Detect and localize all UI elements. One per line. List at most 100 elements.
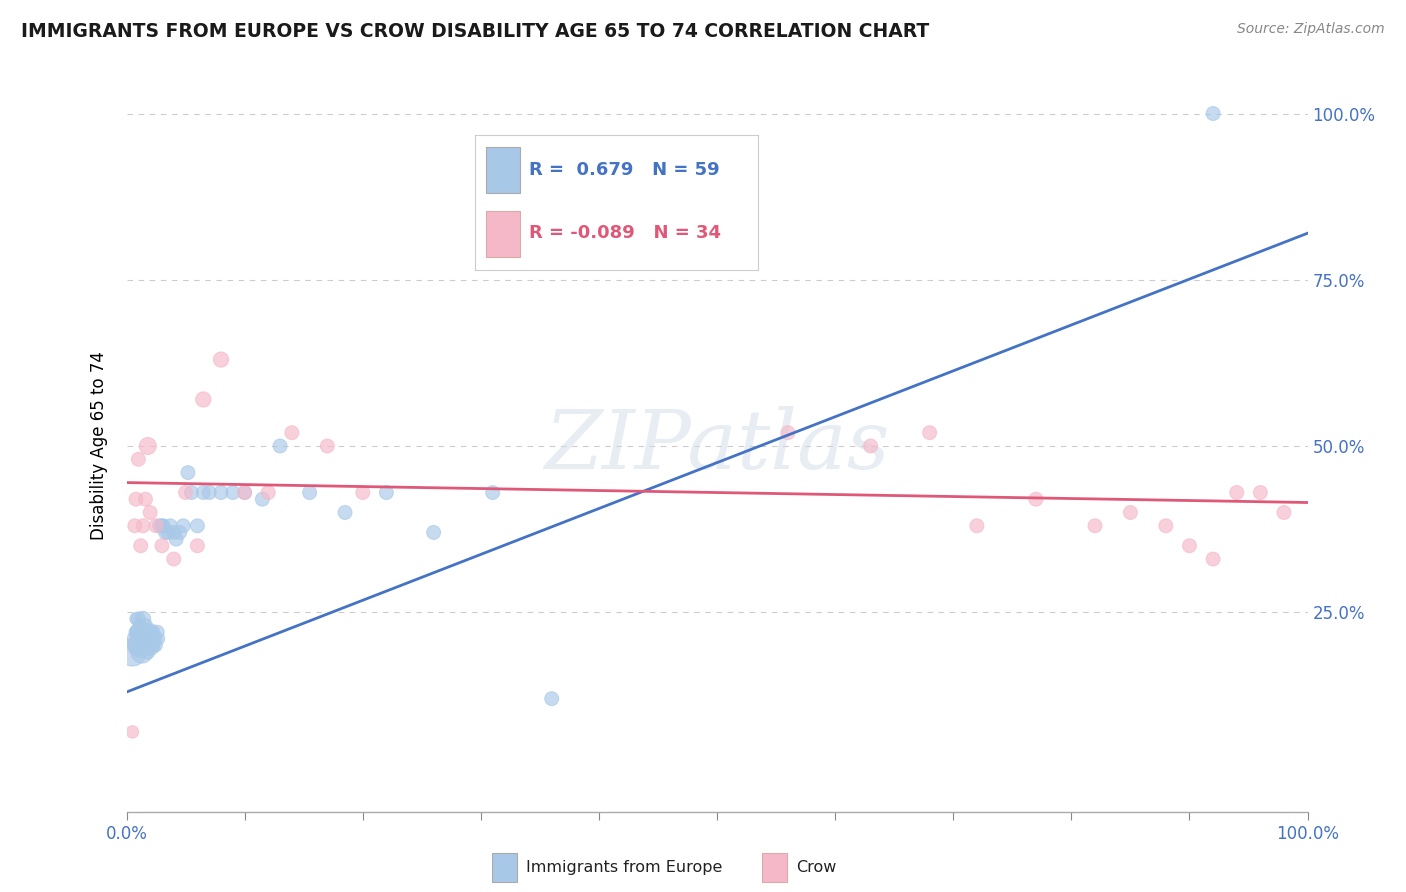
Point — [155, 525, 177, 540]
Point — [143, 632, 166, 646]
Point — [1154, 518, 1177, 533]
Point — [352, 485, 374, 500]
Point — [159, 518, 181, 533]
Point — [269, 439, 291, 453]
FancyBboxPatch shape — [492, 854, 517, 881]
Point — [129, 625, 152, 640]
Point — [150, 539, 173, 553]
Point — [142, 625, 165, 640]
Point — [1202, 106, 1225, 120]
Point — [132, 518, 155, 533]
Point — [172, 518, 194, 533]
Point — [257, 485, 280, 500]
Point — [125, 492, 148, 507]
Point — [145, 639, 167, 653]
Point — [125, 612, 148, 626]
Point — [125, 625, 148, 640]
Point — [134, 618, 156, 632]
Point — [1025, 492, 1047, 507]
Point — [186, 518, 208, 533]
Point — [1249, 485, 1271, 500]
Point — [139, 639, 162, 653]
Point — [134, 625, 156, 640]
Point — [127, 612, 149, 626]
Point — [135, 639, 157, 653]
Point — [918, 425, 941, 440]
Point — [127, 625, 149, 640]
Y-axis label: Disability Age 65 to 74: Disability Age 65 to 74 — [90, 351, 108, 541]
Point — [1084, 518, 1107, 533]
Point — [150, 518, 173, 533]
Text: Crow: Crow — [796, 860, 837, 875]
Point — [169, 525, 191, 540]
Point — [859, 439, 882, 453]
Point — [174, 485, 197, 500]
Point — [177, 466, 200, 480]
Point — [131, 632, 153, 646]
Point — [209, 352, 232, 367]
Point — [180, 485, 202, 500]
Point — [138, 625, 160, 640]
Point — [198, 485, 221, 500]
Point — [152, 518, 174, 533]
Point — [165, 532, 187, 546]
Point — [134, 639, 156, 653]
Point — [146, 625, 169, 640]
Point — [1226, 485, 1249, 500]
Point — [298, 485, 321, 500]
Point — [129, 539, 152, 553]
Point — [233, 485, 256, 500]
Point — [163, 552, 186, 566]
Point — [776, 425, 799, 440]
FancyBboxPatch shape — [762, 854, 787, 881]
Text: Source: ZipAtlas.com: Source: ZipAtlas.com — [1237, 22, 1385, 37]
Point — [156, 525, 179, 540]
Point — [1202, 552, 1225, 566]
Point — [481, 485, 503, 500]
Point — [127, 452, 149, 467]
Point — [422, 525, 444, 540]
Point — [139, 506, 162, 520]
Point — [132, 625, 155, 640]
Point — [121, 645, 143, 659]
Point — [1119, 506, 1142, 520]
Point — [129, 639, 152, 653]
Point — [136, 632, 159, 646]
Point — [136, 645, 159, 659]
Point — [148, 632, 170, 646]
Point — [141, 632, 163, 646]
Point — [124, 632, 146, 646]
Point — [141, 639, 163, 653]
Point — [149, 518, 172, 533]
Point — [186, 539, 208, 553]
Point — [540, 691, 562, 706]
Point — [145, 518, 167, 533]
Point — [281, 425, 304, 440]
Point — [128, 618, 150, 632]
Point — [135, 625, 157, 640]
Point — [121, 725, 143, 739]
Point — [193, 485, 215, 500]
Point — [1178, 539, 1201, 553]
Point — [333, 506, 356, 520]
Text: IMMIGRANTS FROM EUROPE VS CROW DISABILITY AGE 65 TO 74 CORRELATION CHART: IMMIGRANTS FROM EUROPE VS CROW DISABILIT… — [21, 22, 929, 41]
Point — [163, 525, 186, 540]
Point — [131, 645, 153, 659]
Point — [134, 492, 156, 507]
Point — [136, 439, 159, 453]
Point — [966, 518, 988, 533]
Point — [134, 632, 156, 646]
Text: Immigrants from Europe: Immigrants from Europe — [526, 860, 723, 875]
Point — [209, 485, 232, 500]
Point — [127, 639, 149, 653]
Point — [222, 485, 245, 500]
Point — [252, 492, 274, 507]
Point — [1272, 506, 1295, 520]
Point — [132, 612, 155, 626]
Point — [124, 518, 146, 533]
Text: ZIPatlas: ZIPatlas — [544, 406, 890, 486]
Point — [375, 485, 398, 500]
Point — [233, 485, 256, 500]
Point — [316, 439, 339, 453]
Point — [193, 392, 215, 407]
